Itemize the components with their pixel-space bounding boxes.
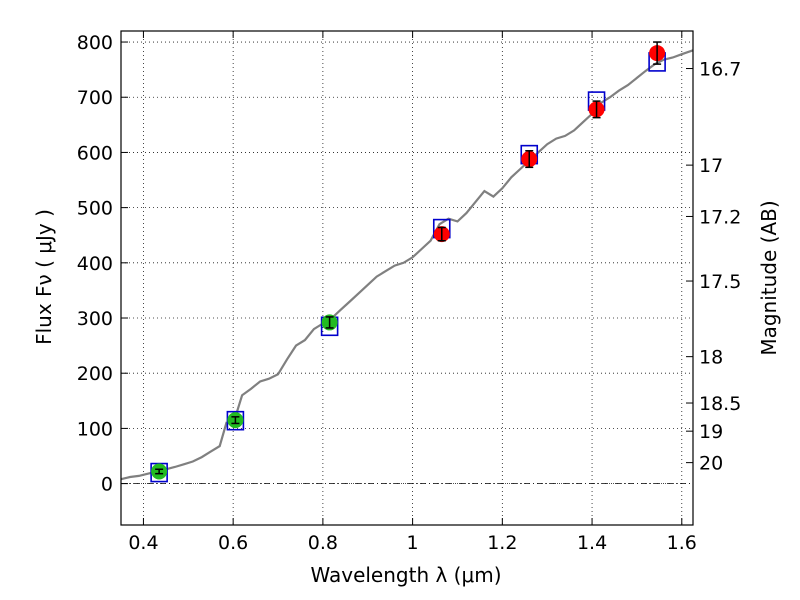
- x-axis-title: Wavelength λ (μm): [310, 563, 501, 587]
- y-tick-label: 700: [77, 87, 113, 109]
- y-tick-label: 600: [77, 142, 113, 164]
- y-tick-labels: 0 100 200 300 400 500 600 700 800: [77, 32, 113, 496]
- magnitude-tick-label: 17: [699, 155, 723, 177]
- magnitude-tick-labels: 16.7 17 17.2 17.5 18 18.5 19 20: [699, 59, 741, 475]
- magnitude-tick-label: 18.5: [699, 393, 741, 415]
- magnitude-tick-label: 20: [699, 453, 723, 475]
- x-tick-label: 0.8: [308, 532, 338, 554]
- magnitude-tick-label: 16.7: [699, 59, 741, 81]
- magnitude-tick-label: 18: [699, 347, 723, 369]
- axis-ticks: [121, 31, 693, 525]
- y-tick-label: 800: [77, 32, 113, 54]
- y-tick-label: 200: [77, 363, 113, 385]
- x-tick-labels: 0.4 0.6 0.8 1 1.2 1.4 1.6: [128, 532, 697, 554]
- x-tick-label: 1: [407, 532, 419, 554]
- x-tick-label: 0.6: [218, 532, 248, 554]
- grid: [121, 31, 693, 525]
- observed-photometry-series: [151, 41, 666, 480]
- x-tick-label: 1.4: [577, 532, 607, 554]
- magnitude-tick-label: 17.5: [699, 271, 741, 293]
- y-tick-label: 0: [101, 474, 113, 496]
- magnitude-tick-label: 19: [699, 421, 723, 443]
- spectrum-line: [120, 49, 694, 481]
- x-tick-label: 0.4: [128, 532, 158, 554]
- spectrum-series: [120, 49, 694, 481]
- y2-axis-title: Magnitude (AB): [757, 200, 781, 355]
- plot-frame: [120, 30, 694, 526]
- y-tick-label: 100: [77, 418, 113, 440]
- magnitude-tick-label: 17.2: [699, 206, 741, 228]
- model-flux-box: [226, 410, 245, 431]
- y-tick-label: 500: [77, 198, 113, 220]
- y-axis-title: Flux Fν ( μJy ): [32, 209, 56, 345]
- y-tick-label: 300: [77, 308, 113, 330]
- y-tick-label: 400: [77, 253, 113, 275]
- x-tick-label: 1.2: [487, 532, 517, 554]
- x-tick-label: 1.6: [667, 532, 697, 554]
